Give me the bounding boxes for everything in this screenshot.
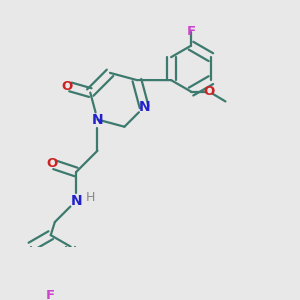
Text: O: O bbox=[46, 157, 57, 170]
Text: O: O bbox=[62, 80, 73, 92]
Text: F: F bbox=[46, 289, 55, 300]
Text: N: N bbox=[138, 100, 150, 114]
Text: H: H bbox=[85, 191, 95, 204]
Text: N: N bbox=[92, 112, 103, 127]
Text: N: N bbox=[70, 194, 82, 208]
Text: F: F bbox=[186, 25, 196, 38]
Text: O: O bbox=[203, 85, 215, 98]
